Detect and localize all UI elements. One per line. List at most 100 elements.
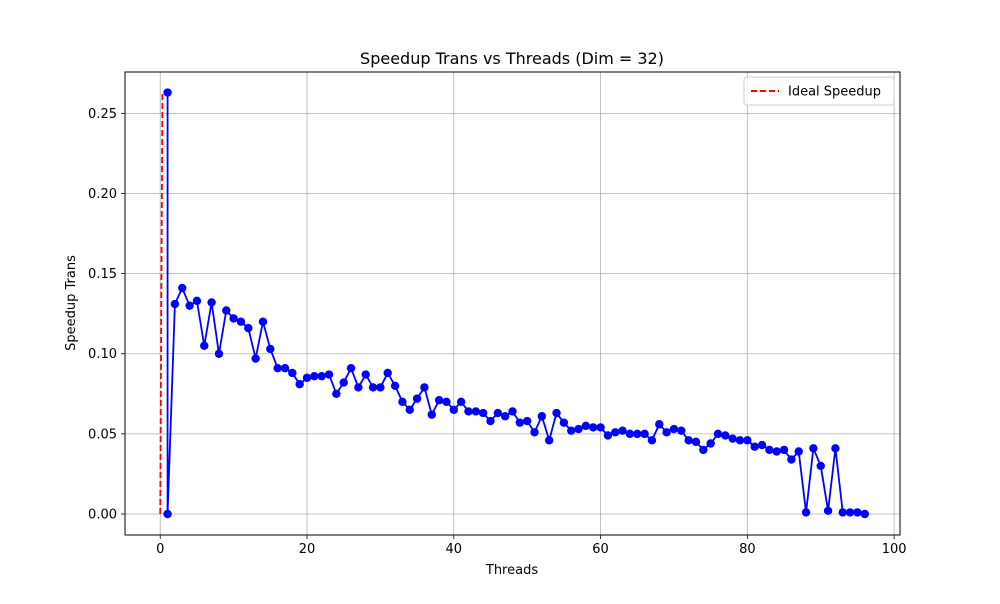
- data-point: [163, 88, 172, 97]
- data-point: [427, 410, 436, 419]
- data-point: [405, 405, 414, 415]
- data-point: [618, 426, 627, 435]
- data-point: [464, 407, 473, 416]
- data-point: [207, 298, 216, 307]
- data-point: [515, 418, 525, 427]
- data-point: [493, 408, 503, 418]
- x-tick-label: 0: [156, 542, 164, 557]
- axis-ticks: 0 20 40 60 80 100 0.00 0.05 0.10 0.15 0.20 0.25: [88, 107, 906, 557]
- data-point: [684, 436, 693, 445]
- data-point: [368, 383, 378, 392]
- data-point: [324, 370, 334, 379]
- x-tick-label: 60: [592, 542, 609, 557]
- data-point: [845, 508, 855, 517]
- data-point: [743, 436, 752, 445]
- x-tick-label: 80: [739, 542, 756, 557]
- data-point: [163, 509, 172, 519]
- y-tick-label: 0.05: [88, 427, 117, 442]
- data-point: [420, 383, 429, 392]
- data-point: [633, 429, 642, 439]
- data-point: [442, 397, 451, 407]
- y-tick-label: 0.10: [88, 347, 117, 362]
- data-point: [611, 428, 620, 437]
- data-point: [574, 424, 583, 434]
- data-point: [728, 434, 737, 443]
- data-point: [669, 424, 679, 434]
- data-point: [691, 437, 701, 447]
- data-point: [757, 440, 767, 450]
- data-point: [589, 423, 598, 432]
- ideal-speedup-line: [159, 92, 164, 515]
- data-point: [434, 396, 444, 405]
- data-point: [449, 405, 458, 415]
- data-point: [346, 363, 356, 373]
- data-point: [214, 349, 224, 358]
- data-point: [721, 431, 730, 440]
- data-point: [779, 445, 789, 455]
- data-point: [735, 436, 745, 445]
- data-point: [647, 436, 657, 445]
- data-point: [750, 442, 759, 451]
- data-point: [794, 447, 803, 456]
- data-point: [530, 428, 539, 437]
- data-point: [809, 444, 818, 453]
- data-point: [552, 408, 561, 418]
- data-point: [192, 296, 202, 306]
- data-point: [310, 371, 319, 381]
- data-point: [486, 416, 495, 426]
- data-point: [860, 509, 869, 519]
- data-point: [178, 283, 187, 293]
- data-point: [478, 408, 488, 418]
- data-point: [398, 397, 407, 407]
- data-point: [831, 444, 840, 453]
- data-point: [244, 323, 253, 333]
- data-point: [266, 344, 275, 354]
- legend-ideal-label: Ideal Speedup: [788, 85, 881, 100]
- data-point: [295, 379, 304, 389]
- data-point: [236, 317, 246, 326]
- data-point: [456, 397, 466, 407]
- data-point: [280, 363, 290, 373]
- data-point: [853, 508, 862, 517]
- data-point: [258, 317, 268, 326]
- data-point: [787, 455, 796, 464]
- x-tick-label: 40: [446, 542, 463, 557]
- data-point: [522, 416, 532, 426]
- y-tick-label: 0.15: [88, 267, 117, 282]
- y-tick-label: 0.20: [88, 187, 117, 202]
- x-tick-label: 20: [299, 542, 316, 557]
- chart-title: Speedup Trans vs Threads (Dim = 32): [360, 49, 664, 68]
- data-point: [339, 378, 348, 387]
- data-point: [222, 306, 231, 315]
- data-point: [581, 421, 591, 431]
- data-point: [317, 371, 326, 381]
- data-point: [838, 508, 847, 517]
- data-point: [273, 363, 282, 373]
- data-point: [288, 368, 297, 378]
- y-axis-label: Speedup Trans: [64, 255, 79, 351]
- data-point: [544, 436, 554, 445]
- data-point: [376, 383, 385, 392]
- data-point: [412, 394, 422, 403]
- data-point: [677, 426, 686, 435]
- data-point: [801, 508, 811, 517]
- legend: Ideal Speedup: [743, 76, 895, 106]
- data-point: [185, 301, 194, 310]
- axes-frame: [124, 71, 901, 536]
- data-point: [603, 431, 613, 440]
- data-point: [772, 447, 781, 456]
- y-tick-label: 0.00: [88, 508, 117, 523]
- data-point: [625, 429, 635, 439]
- data-point: [640, 429, 649, 439]
- data-point: [390, 381, 400, 390]
- data-point: [567, 426, 576, 435]
- data-point: [508, 407, 517, 416]
- data-point: [816, 461, 825, 471]
- y-tick-label: 0.25: [88, 107, 117, 122]
- data-point: [332, 389, 341, 399]
- data-point: [200, 341, 209, 350]
- data-point: [251, 354, 260, 363]
- data-point: [699, 445, 708, 455]
